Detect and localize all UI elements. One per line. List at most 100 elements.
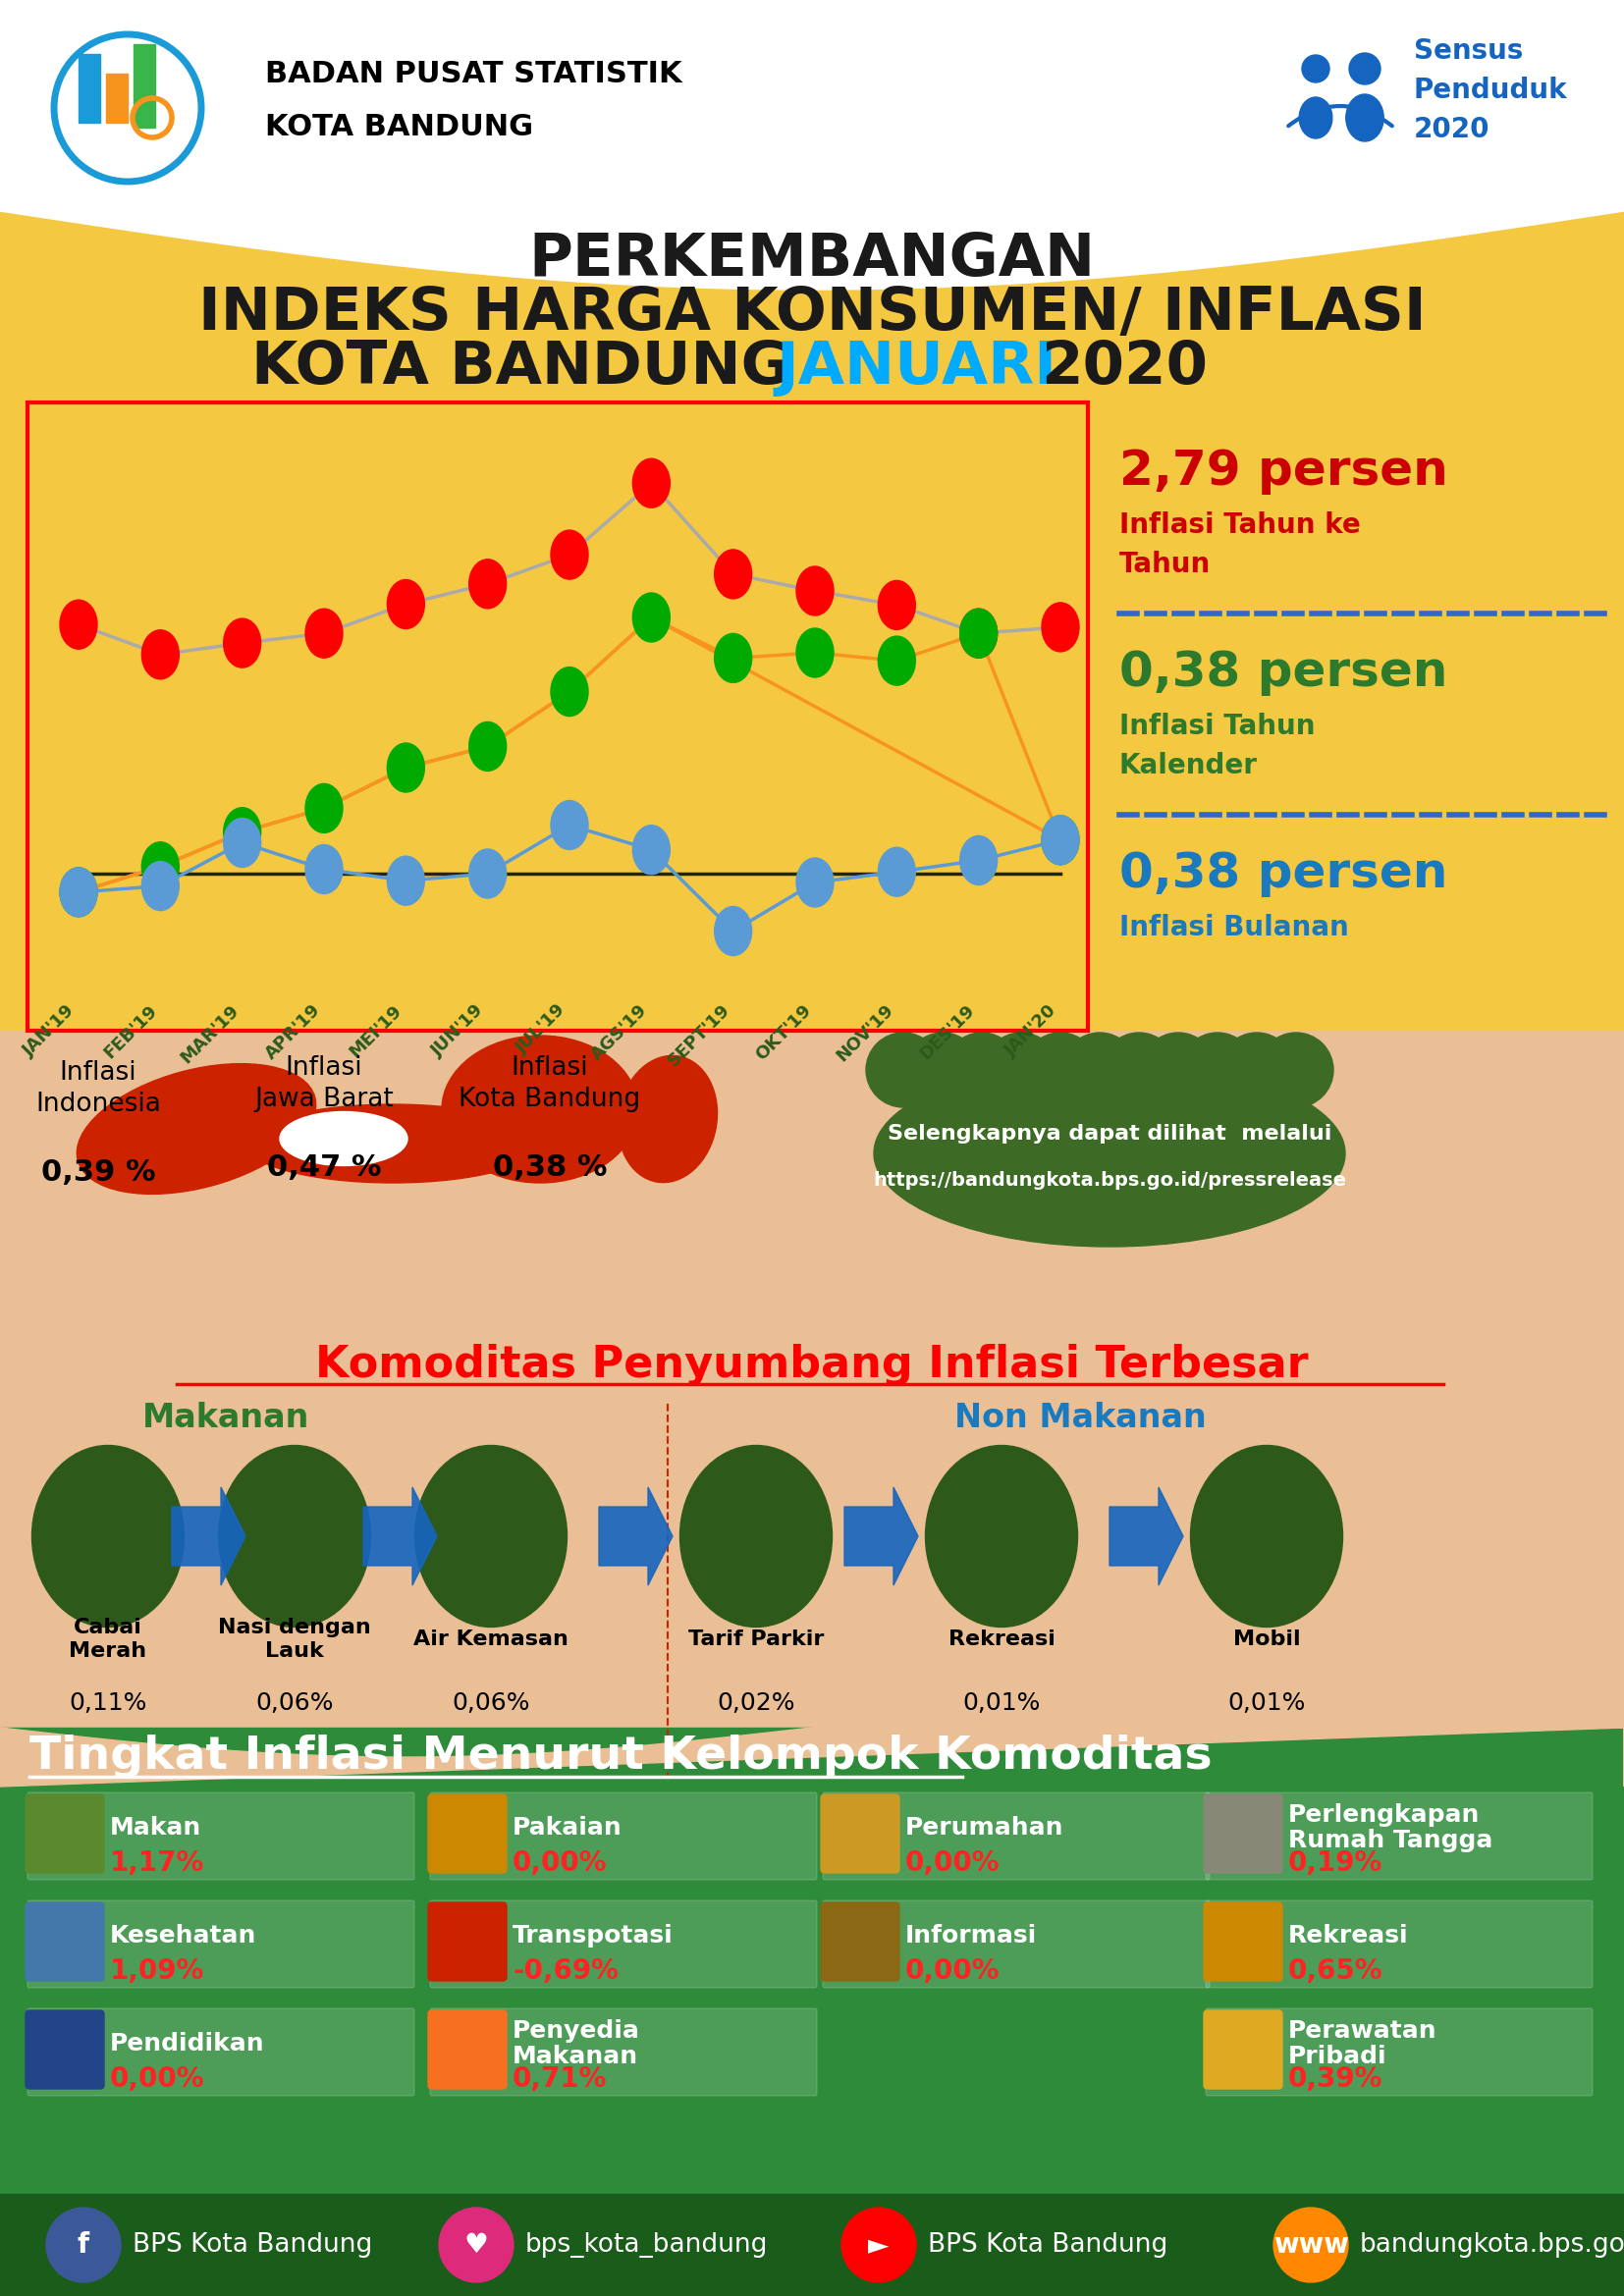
- Ellipse shape: [551, 801, 588, 850]
- Text: 0,06%: 0,06%: [451, 1692, 529, 1715]
- Text: Rekreasi: Rekreasi: [948, 1630, 1056, 1649]
- Text: Perlengkapan
Rumah Tangga: Perlengkapan Rumah Tangga: [1288, 1802, 1492, 1853]
- Text: Rekreasi: Rekreasi: [1288, 1924, 1408, 1947]
- Text: 0,71%: 0,71%: [513, 2066, 607, 2094]
- Ellipse shape: [879, 847, 916, 895]
- FancyBboxPatch shape: [1203, 2011, 1283, 2089]
- Text: 0,06%: 0,06%: [255, 1692, 333, 1715]
- Text: BADAN PUSAT STATISTIK: BADAN PUSAT STATISTIK: [265, 60, 682, 87]
- Text: AGS'19: AGS'19: [588, 1001, 651, 1063]
- Text: PERKEMBANGAN: PERKEMBANGAN: [529, 232, 1095, 289]
- Text: JAN'20: JAN'20: [1002, 1001, 1060, 1061]
- Ellipse shape: [141, 861, 179, 912]
- FancyBboxPatch shape: [28, 1901, 414, 1988]
- Text: JUL'19: JUL'19: [513, 1001, 570, 1058]
- Text: Sensus: Sensus: [1415, 37, 1523, 64]
- Text: 0,38 %: 0,38 %: [492, 1153, 607, 1182]
- Text: Cabai
Merah: Cabai Merah: [70, 1619, 146, 1660]
- Circle shape: [1350, 53, 1380, 85]
- Ellipse shape: [1041, 602, 1078, 652]
- Text: 0,01%: 0,01%: [1228, 1692, 1306, 1715]
- Circle shape: [1142, 1033, 1215, 1107]
- Text: MEI'19: MEI'19: [346, 1001, 406, 1061]
- Ellipse shape: [32, 1446, 184, 1628]
- Ellipse shape: [141, 843, 179, 891]
- Circle shape: [1181, 1033, 1255, 1107]
- Text: Tingkat Inflasi Menurut Kelompok Komoditas: Tingkat Inflasi Menurut Kelompok Komodit…: [29, 1736, 1212, 1779]
- Polygon shape: [364, 1488, 437, 1584]
- Text: 0,02%: 0,02%: [718, 1692, 796, 1715]
- Ellipse shape: [305, 845, 343, 893]
- Text: 0,65%: 0,65%: [1288, 1958, 1384, 1984]
- Text: 0,47 %: 0,47 %: [266, 1153, 382, 1182]
- Bar: [133, 44, 156, 129]
- Bar: [78, 55, 101, 122]
- Ellipse shape: [796, 859, 833, 907]
- Text: 0,19%: 0,19%: [1288, 1848, 1382, 1876]
- Text: www: www: [1273, 2232, 1348, 2259]
- Text: Kota Bandung: Kota Bandung: [460, 1086, 641, 1111]
- Bar: [0, 0, 1624, 211]
- Circle shape: [1062, 1033, 1137, 1107]
- Text: MAR'19: MAR'19: [177, 1001, 242, 1068]
- FancyBboxPatch shape: [26, 1795, 104, 1874]
- Text: Informasi: Informasi: [905, 1924, 1038, 1947]
- Ellipse shape: [442, 1035, 638, 1182]
- FancyBboxPatch shape: [430, 2009, 817, 2096]
- Text: Tarif Parkir: Tarif Parkir: [689, 1630, 823, 1649]
- Bar: [0, 1727, 1624, 2229]
- Ellipse shape: [551, 530, 588, 579]
- Text: https://bandungkota.bps.go.id/pressrelease: https://bandungkota.bps.go.id/pressrelea…: [872, 1171, 1346, 1189]
- FancyArrowPatch shape: [1288, 106, 1392, 126]
- Text: INDEKS HARGA KONSUMEN/ INFLASI: INDEKS HARGA KONSUMEN/ INFLASI: [198, 285, 1426, 342]
- Text: Inflasi Tahun: Inflasi Tahun: [1119, 712, 1315, 739]
- Ellipse shape: [387, 856, 424, 905]
- Text: 0,38 persen: 0,38 persen: [1119, 650, 1447, 696]
- FancyBboxPatch shape: [1203, 1795, 1283, 1874]
- Ellipse shape: [60, 868, 97, 916]
- Text: NOV'19: NOV'19: [833, 1001, 896, 1065]
- FancyBboxPatch shape: [429, 1903, 507, 1981]
- Ellipse shape: [224, 618, 261, 668]
- Ellipse shape: [715, 634, 752, 682]
- FancyBboxPatch shape: [429, 1795, 507, 1874]
- Ellipse shape: [387, 744, 424, 792]
- Ellipse shape: [633, 459, 671, 507]
- Text: FEB'19: FEB'19: [101, 1001, 161, 1061]
- Text: Indonesia: Indonesia: [36, 1091, 161, 1118]
- Text: SEPT'19: SEPT'19: [664, 1001, 732, 1070]
- FancyBboxPatch shape: [1205, 1793, 1593, 1880]
- Text: 0,00%: 0,00%: [905, 1848, 1000, 1876]
- Circle shape: [438, 2209, 513, 2282]
- Text: f: f: [78, 2232, 89, 2259]
- Polygon shape: [172, 1488, 245, 1584]
- Ellipse shape: [619, 1056, 718, 1182]
- Ellipse shape: [926, 1446, 1078, 1628]
- Text: 2020: 2020: [1041, 340, 1208, 397]
- PathPatch shape: [0, 0, 1624, 289]
- Ellipse shape: [387, 579, 424, 629]
- Text: JUN'19: JUN'19: [429, 1001, 487, 1061]
- Bar: [0, 1031, 1624, 1334]
- FancyBboxPatch shape: [823, 1793, 1210, 1880]
- Text: Mobil: Mobil: [1233, 1630, 1301, 1649]
- Text: 2020: 2020: [1415, 115, 1489, 142]
- Ellipse shape: [305, 608, 343, 659]
- Text: Selengkapnya dapat dilihat  melalui: Selengkapnya dapat dilihat melalui: [887, 1125, 1332, 1143]
- FancyBboxPatch shape: [1205, 1901, 1593, 1988]
- Text: KOTA BANDUNG: KOTA BANDUNG: [252, 340, 789, 397]
- Circle shape: [1302, 55, 1330, 83]
- Text: APR'19: APR'19: [261, 1001, 325, 1063]
- Text: 0,01%: 0,01%: [963, 1692, 1041, 1715]
- Ellipse shape: [1041, 815, 1078, 866]
- Text: bandungkota.bps.go.id: bandungkota.bps.go.id: [1359, 2232, 1624, 2257]
- Text: Pendidikan: Pendidikan: [110, 2032, 265, 2055]
- Ellipse shape: [219, 1446, 370, 1628]
- Ellipse shape: [633, 592, 671, 643]
- Text: Air Kemasan: Air Kemasan: [414, 1630, 568, 1649]
- FancyBboxPatch shape: [1203, 1903, 1283, 1981]
- Ellipse shape: [715, 549, 752, 599]
- Text: Kesehatan: Kesehatan: [110, 1924, 257, 1947]
- Text: Non Makanan: Non Makanan: [953, 1403, 1207, 1435]
- Ellipse shape: [469, 560, 507, 608]
